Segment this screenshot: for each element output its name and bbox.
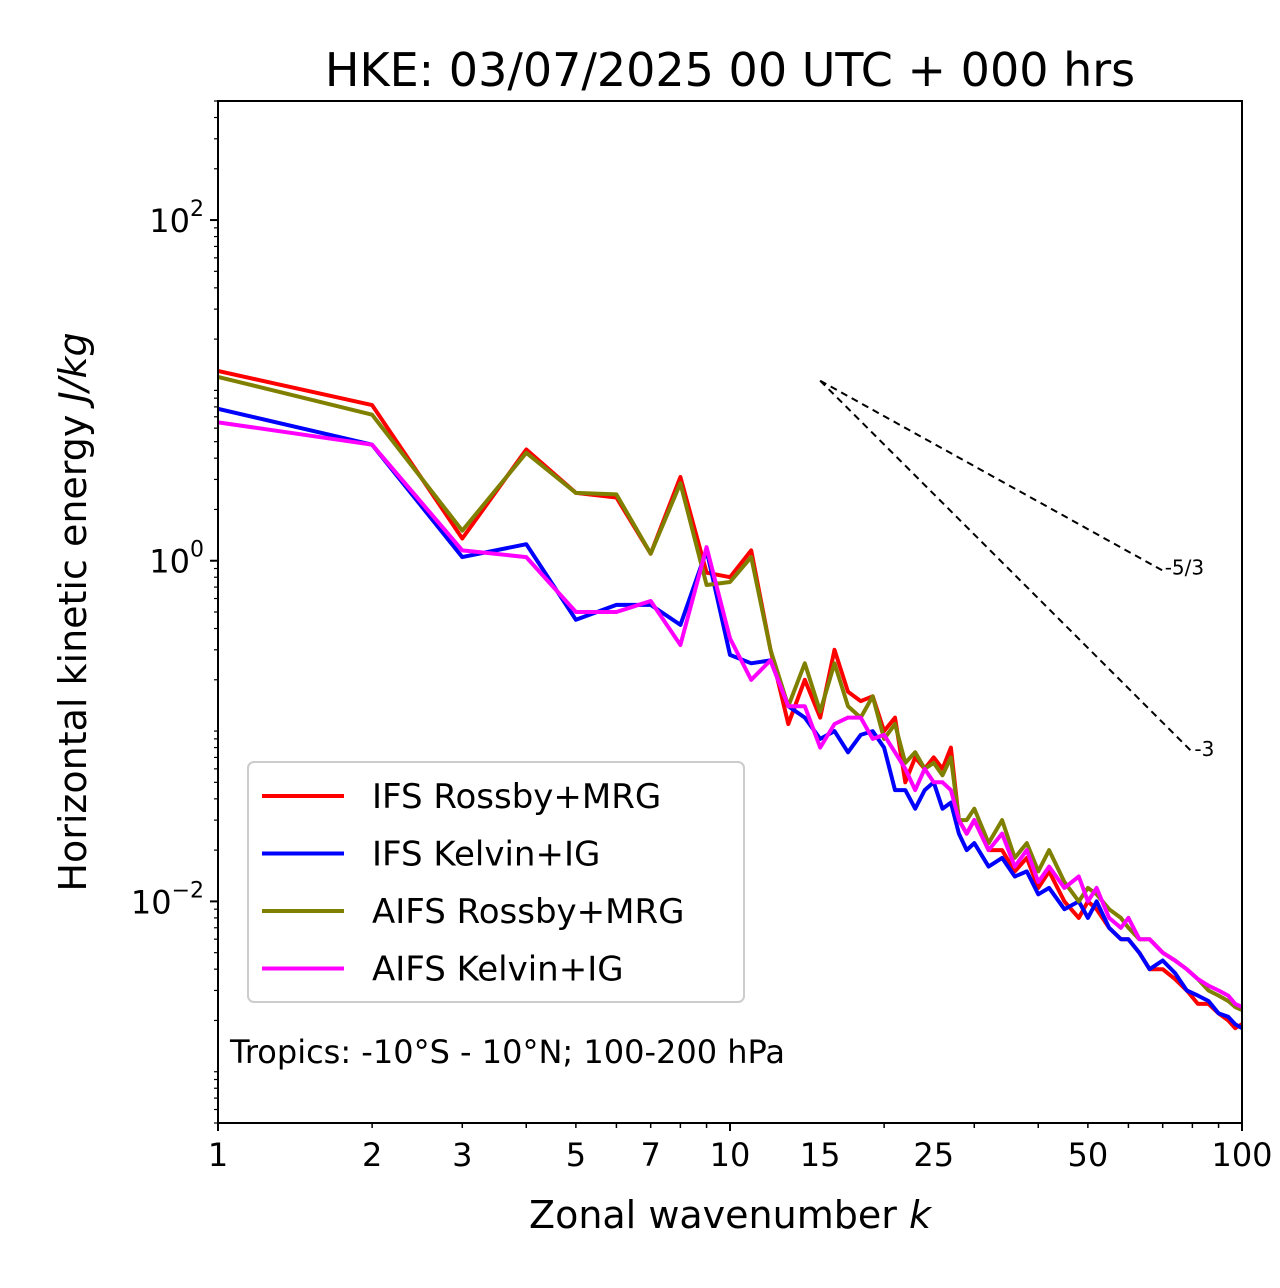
y-tick-label: 100 <box>149 538 204 581</box>
x-tick-label: 5 <box>566 1136 586 1174</box>
region-annotation: Tropics: -10°S - 10°N; 100-200 hPa <box>229 1033 785 1071</box>
y-axis-title: Horizontal kinetic energy J/kg <box>51 332 95 891</box>
x-tick-label: 50 <box>1068 1136 1109 1174</box>
slope-label-0: -5/3 <box>1165 556 1204 580</box>
x-tick-label: 2 <box>362 1136 382 1174</box>
slope-label-1: -3 <box>1194 737 1214 761</box>
x-tick-label: 7 <box>641 1136 661 1174</box>
x-tick-label: 10 <box>710 1136 751 1174</box>
x-tick-label: 100 <box>1211 1136 1272 1174</box>
legend-label-2: AIFS Rossby+MRG <box>372 892 684 932</box>
y-tick-label: 10−2 <box>131 878 204 921</box>
slope-line-1 <box>819 379 1194 753</box>
chart-title: HKE: 03/07/2025 00 UTC + 000 hrs <box>325 43 1135 97</box>
x-tick-label: 3 <box>452 1136 472 1174</box>
legend-label-1: IFS Kelvin+IG <box>372 835 600 875</box>
series-line-1 <box>218 406 1242 1031</box>
legend-entries: IFS Rossby+MRG IFS Kelvin+IG AIFS Rossby+M… <box>262 777 684 990</box>
x-axis-title-text: Zonal wavenumber <box>529 1193 897 1237</box>
y-axis: 10−2 100 102 <box>131 100 218 1124</box>
legend-label-0: IFS Rossby+MRG <box>372 777 661 817</box>
y-tick-label: 102 <box>149 197 204 240</box>
x-tick-label: 25 <box>913 1136 954 1174</box>
x-axis: 1 2 3 5 7 10 15 25 50 100 <box>208 1123 1273 1174</box>
x-tick-label: 1 <box>208 1136 228 1174</box>
y-axis-title-text: Horizontal kinetic energy <box>51 415 95 892</box>
legend: IFS Rossby+MRG IFS Kelvin+IG AIFS Rossby+M… <box>247 761 745 1003</box>
series-layer <box>218 369 1242 1031</box>
y-axis-title-unit: J/kg <box>51 332 95 409</box>
slope-line-0 <box>819 379 1164 572</box>
reference-slopes: -5/3 -3 <box>819 379 1214 761</box>
x-axis-title-variable: k <box>909 1193 933 1237</box>
series-line-3 <box>218 420 1242 1009</box>
legend-box <box>247 761 745 1003</box>
x-tick-label: 15 <box>800 1136 841 1174</box>
legend-label-3: AIFS Kelvin+IG <box>372 950 624 990</box>
x-axis-title: Zonal wavenumber k <box>529 1193 933 1237</box>
